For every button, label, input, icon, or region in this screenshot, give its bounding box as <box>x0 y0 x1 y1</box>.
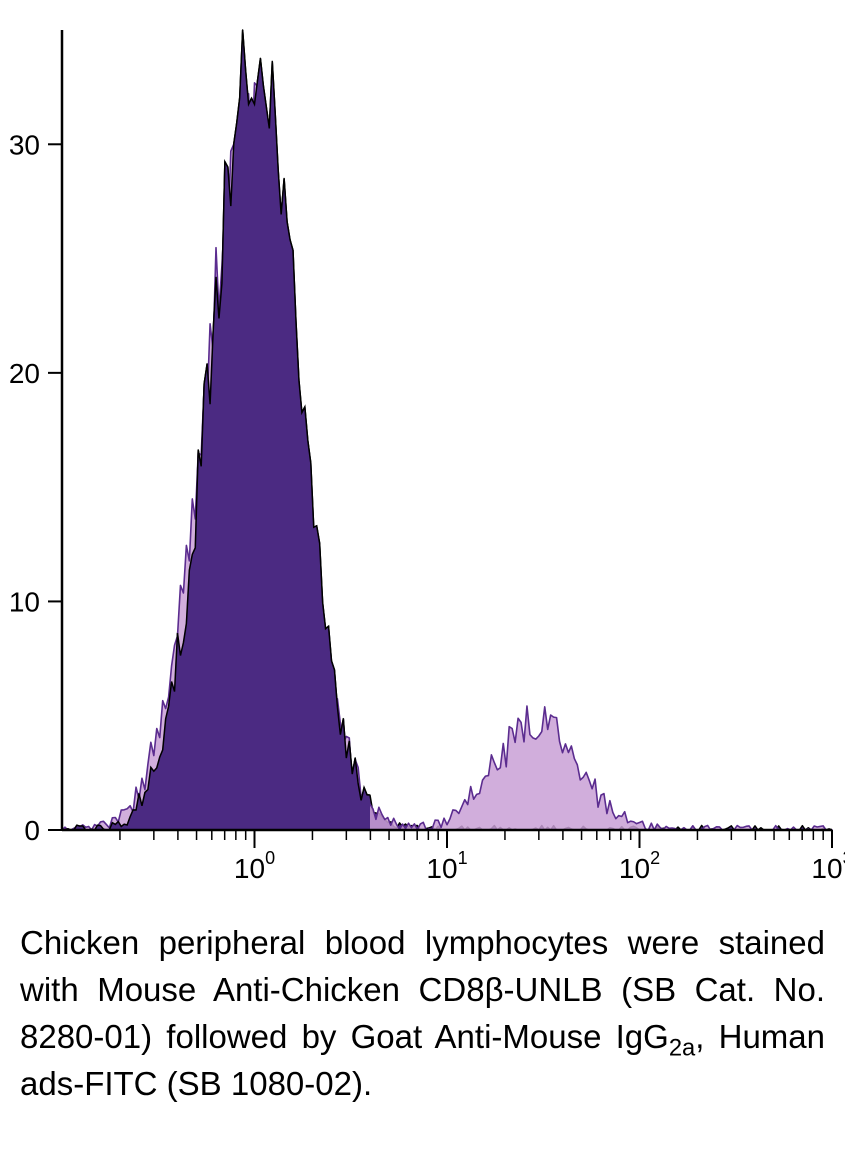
y-tick-label: 10 <box>9 586 40 617</box>
x-tick-label: 102 <box>619 848 660 884</box>
caption-beta: β <box>485 971 504 1008</box>
y-tick-label: 30 <box>9 129 40 160</box>
x-tick-label: 100 <box>234 848 275 884</box>
y-tick-label: 0 <box>24 815 40 846</box>
figure-wrap: 0 10 20 30 100 101 102 103 Chicken peripheral b… <box>0 0 845 1163</box>
caption-subscript: 2a <box>669 1034 695 1061</box>
figure-caption: Chicken peripheral blood lymphocytes wer… <box>20 920 825 1107</box>
series-group <box>62 30 832 830</box>
flow-cytometry-histogram: 0 10 20 30 100 101 102 103 <box>0 0 845 900</box>
x-tick-label: 103 <box>811 848 845 884</box>
series-overlap <box>62 30 832 830</box>
x-tick-label: 101 <box>426 848 467 884</box>
axes: 0 10 20 30 100 101 102 103 <box>9 30 845 884</box>
y-tick-label: 20 <box>9 358 40 389</box>
